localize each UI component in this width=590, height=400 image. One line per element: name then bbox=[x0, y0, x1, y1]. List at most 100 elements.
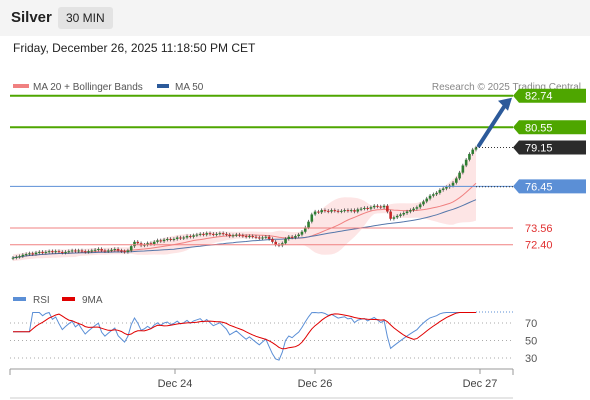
candle bbox=[123, 251, 126, 253]
candle bbox=[356, 209, 360, 212]
candle bbox=[44, 251, 48, 253]
resistance-level-label: 80.55 bbox=[525, 122, 553, 134]
candle bbox=[41, 251, 44, 253]
candle bbox=[435, 192, 438, 195]
candle bbox=[126, 250, 130, 252]
bollinger-band bbox=[13, 145, 476, 262]
pivot-level-label: 76.45 bbox=[525, 181, 553, 193]
candle bbox=[409, 210, 412, 212]
candle bbox=[359, 208, 363, 210]
candle bbox=[221, 233, 225, 235]
candle bbox=[376, 205, 379, 207]
candle bbox=[179, 237, 182, 239]
candle bbox=[248, 236, 251, 238]
candle bbox=[103, 250, 107, 252]
candle bbox=[386, 205, 389, 212]
candle bbox=[415, 207, 419, 209]
candle bbox=[254, 236, 258, 238]
price-levels: 82.74 80.55 79.15 76.45 73.56 72.40 bbox=[10, 88, 586, 252]
candle bbox=[156, 240, 159, 242]
candle bbox=[343, 210, 346, 212]
pivot-level-badge bbox=[513, 179, 586, 194]
candle bbox=[133, 241, 136, 247]
candle bbox=[461, 165, 465, 173]
legend-label-ma50: MA 50 bbox=[175, 82, 204, 93]
support-level-label: 72.40 bbox=[525, 240, 553, 252]
candle bbox=[11, 257, 15, 259]
candle bbox=[257, 237, 261, 239]
candle bbox=[389, 211, 392, 219]
candle bbox=[287, 236, 291, 239]
candle bbox=[326, 210, 330, 212]
research-credit: Research © 2025 Trading Central bbox=[432, 82, 581, 93]
candle bbox=[349, 210, 353, 212]
candle bbox=[67, 251, 71, 253]
candle bbox=[274, 241, 277, 245]
candle bbox=[441, 188, 445, 190]
candle bbox=[267, 236, 271, 239]
candle bbox=[34, 252, 38, 255]
candle bbox=[468, 153, 471, 160]
candle bbox=[90, 250, 94, 252]
candle bbox=[363, 207, 366, 209]
candle bbox=[195, 234, 199, 236]
timeframe-badge[interactable]: 30 MIN bbox=[58, 7, 113, 29]
candle bbox=[60, 251, 64, 253]
candle bbox=[395, 215, 399, 218]
support-level-label: 73.56 bbox=[525, 223, 553, 235]
candle bbox=[346, 210, 350, 212]
candle bbox=[432, 194, 435, 196]
candle bbox=[113, 249, 117, 251]
candle bbox=[175, 237, 179, 239]
candle bbox=[31, 253, 35, 255]
candle bbox=[24, 254, 28, 256]
candle bbox=[116, 249, 120, 251]
candle bbox=[264, 236, 268, 238]
candle bbox=[238, 234, 241, 236]
candle bbox=[307, 221, 310, 228]
candle bbox=[382, 205, 386, 208]
candle bbox=[438, 189, 442, 193]
candle bbox=[412, 208, 415, 211]
candle bbox=[445, 187, 448, 189]
legend-swatch-rsi bbox=[13, 297, 26, 301]
candle bbox=[366, 207, 369, 209]
candle bbox=[353, 210, 356, 212]
instrument-title: Silver bbox=[11, 9, 52, 26]
candle bbox=[136, 241, 140, 244]
candle bbox=[418, 204, 422, 208]
candle bbox=[93, 249, 97, 251]
candle bbox=[198, 233, 202, 235]
candle bbox=[471, 149, 475, 154]
candle bbox=[120, 250, 123, 252]
candle bbox=[392, 217, 396, 219]
x-tick-label: Dec 26 bbox=[298, 378, 333, 390]
candle bbox=[28, 253, 31, 255]
candle bbox=[454, 178, 458, 183]
candle bbox=[182, 237, 186, 239]
candle bbox=[451, 182, 455, 186]
candle bbox=[205, 233, 209, 235]
candle bbox=[162, 239, 166, 242]
candle bbox=[290, 236, 294, 238]
candle bbox=[251, 236, 255, 238]
candle bbox=[323, 210, 327, 212]
candle bbox=[185, 236, 189, 238]
resistance-level-badge bbox=[513, 120, 586, 135]
x-tick-label: Dec 27 bbox=[463, 378, 498, 390]
legend-swatch-ma20 bbox=[13, 84, 29, 88]
candle bbox=[300, 231, 304, 235]
candle bbox=[57, 251, 61, 253]
candle bbox=[14, 256, 18, 258]
candle bbox=[340, 210, 343, 212]
candle bbox=[64, 251, 67, 253]
candle bbox=[234, 234, 238, 236]
rsi-level-label: 70 bbox=[525, 318, 537, 330]
rsi-ma-line bbox=[13, 312, 476, 350]
forecast-arrow-shaft bbox=[477, 101, 508, 148]
candle bbox=[333, 210, 337, 212]
rsi-level-label: 50 bbox=[525, 336, 537, 348]
ma20-line bbox=[12, 182, 477, 259]
resistance-level-label: 82.74 bbox=[525, 91, 553, 103]
candle bbox=[189, 236, 192, 238]
